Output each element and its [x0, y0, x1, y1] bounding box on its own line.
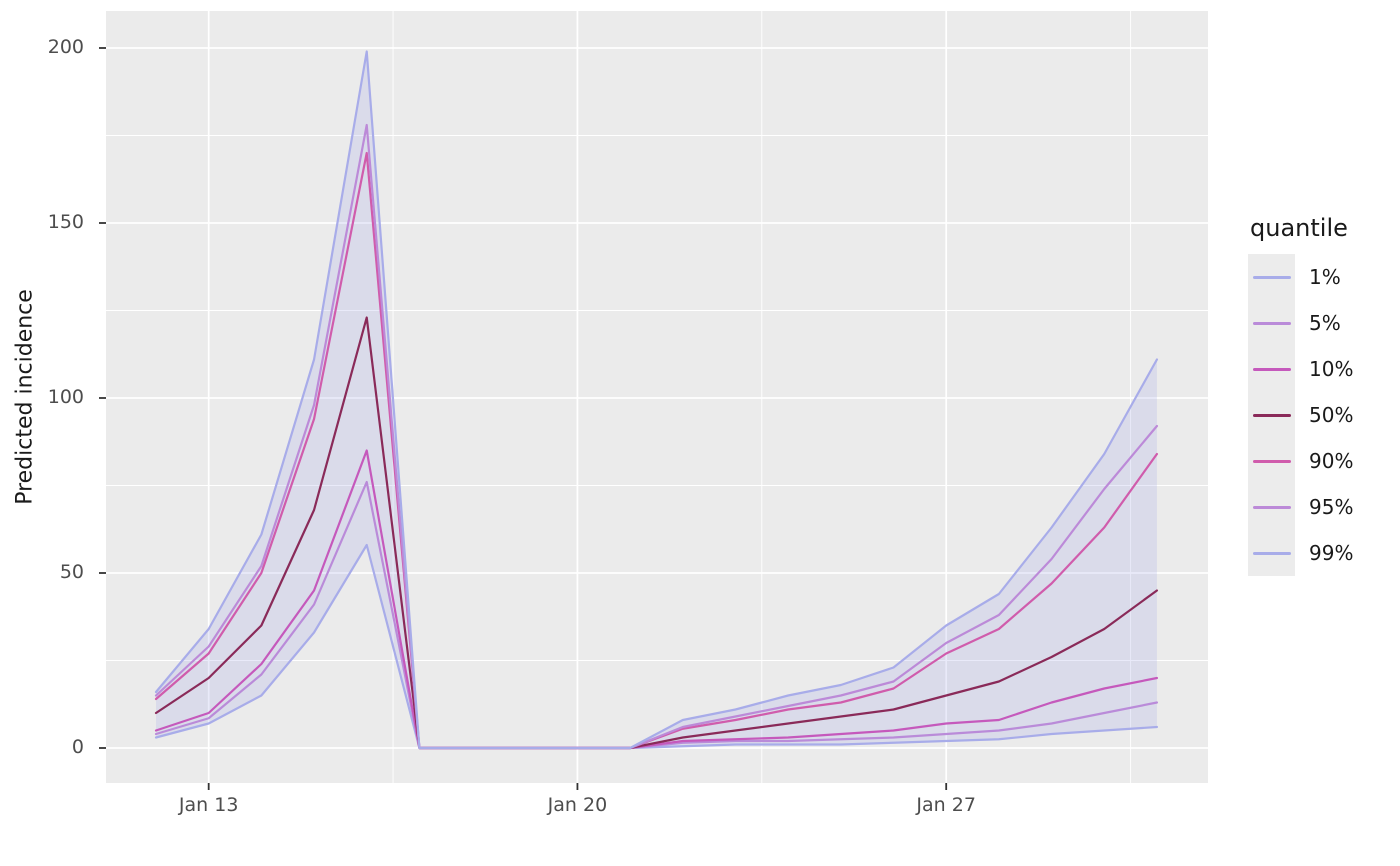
legend-key-swatch	[1248, 438, 1295, 484]
legend-label: 1%	[1309, 265, 1341, 289]
legend-row: 50%	[1248, 392, 1353, 438]
legend-key-line-icon	[1252, 505, 1291, 509]
y-tick-label: 100	[47, 386, 84, 408]
y-tick-label: 200	[47, 36, 84, 58]
x-tick-label: Jan 13	[178, 794, 239, 816]
series-line-1%	[154, 543, 1159, 750]
series-line-95%	[154, 123, 1159, 750]
legend-key-swatch	[1248, 484, 1295, 530]
legend-key-swatch	[1248, 300, 1295, 346]
legend-row: 5%	[1248, 300, 1353, 346]
legend-label: 10%	[1309, 357, 1354, 381]
legend-key-line-icon	[1252, 275, 1291, 279]
legend-key-line-icon	[1252, 413, 1291, 417]
legend-key-line-icon	[1252, 321, 1291, 325]
series-line-50%	[154, 316, 1159, 750]
legend-key-swatch	[1248, 392, 1295, 438]
legend-title: quantile	[1250, 214, 1348, 242]
legend-items: 1% 5% 10% 50% 90% 95% 99%	[1248, 254, 1353, 576]
y-tick-label: 0	[71, 736, 84, 758]
legend-row: 1%	[1248, 254, 1353, 300]
legend-key-swatch	[1248, 346, 1295, 392]
legend-key-line-icon	[1252, 551, 1291, 555]
legend-label: 99%	[1309, 541, 1354, 565]
series-line-10%	[154, 449, 1159, 750]
legend-key-line-icon	[1252, 367, 1291, 371]
legend-key-swatch	[1248, 254, 1295, 300]
y-tick-label: 50	[59, 561, 84, 583]
legend-row: 90%	[1248, 438, 1353, 484]
legend-label: 90%	[1309, 449, 1354, 473]
legend-label: 95%	[1309, 495, 1354, 519]
legend-key-swatch	[1248, 530, 1295, 576]
x-tick-label: Jan 20	[547, 794, 608, 816]
x-tick-label: Jan 27	[916, 794, 976, 816]
legend-key-line-icon	[1252, 459, 1291, 463]
legend-row: 99%	[1248, 530, 1353, 576]
legend-row: 10%	[1248, 346, 1353, 392]
legend: quantile 1% 5% 10% 50% 90% 95% 99%	[1248, 214, 1353, 576]
y-tick-label: 150	[47, 211, 84, 233]
series-line-99%	[154, 50, 1159, 750]
legend-label: 5%	[1309, 311, 1341, 335]
legend-label: 50%	[1309, 403, 1354, 427]
plot-panel	[106, 11, 1208, 783]
legend-row: 95%	[1248, 484, 1353, 530]
